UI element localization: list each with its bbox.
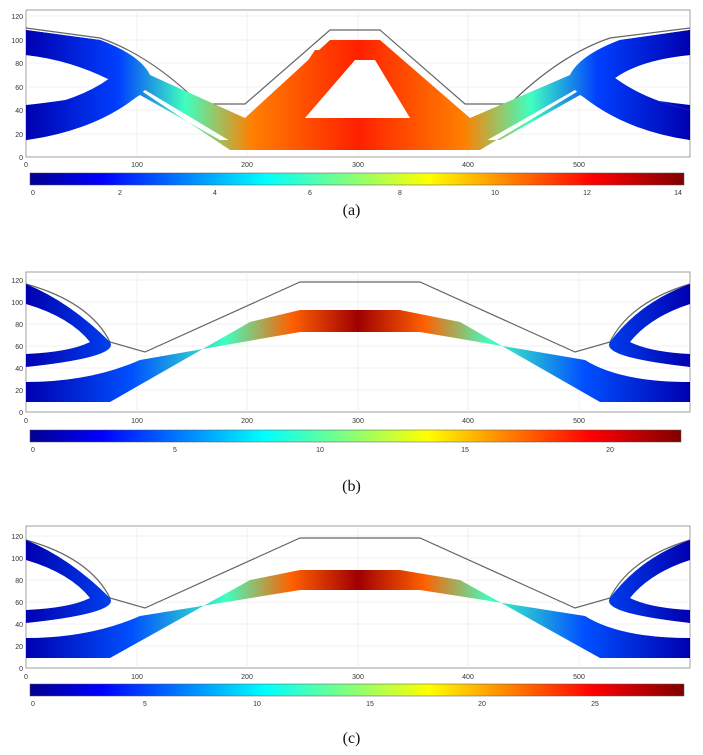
x-tick-label-c-0: 0 <box>24 674 28 681</box>
x-tick-label-b-2: 200 <box>241 418 253 425</box>
plot-b: 0 20 40 60 80 100 120 0 100 200 300 400 … <box>11 271 691 454</box>
colorbar-tick-a-4: 8 <box>398 190 402 195</box>
x-tick-labels-b: 0 100 200 300 400 500 <box>24 418 585 425</box>
x-tick-label-b-4: 400 <box>462 418 474 425</box>
x-tick-label-c-4: 400 <box>462 674 474 681</box>
structure-outline-b <box>25 281 691 353</box>
colorbar-tick-b-0: 0 <box>31 447 35 454</box>
colorbar-tick-c-5: 25 <box>591 701 599 708</box>
y-tick-labels-b: 0 20 40 60 80 100 120 <box>11 278 23 417</box>
colorbar-tick-labels-b: 0 5 10 15 20 <box>31 447 614 454</box>
y-tick-label-c-4: 80 <box>15 578 23 585</box>
colorbar-tick-b-1: 5 <box>173 447 177 454</box>
colorbar-b <box>29 429 682 443</box>
y-tick-label-c-6: 120 <box>11 534 23 541</box>
colorbar-tick-labels-c: 0 5 10 15 20 25 <box>31 701 599 708</box>
colorbar-tick-a-2: 4 <box>213 190 217 195</box>
x-tick-labels-c: 0 100 200 300 400 500 <box>24 674 585 681</box>
x-tick-label-a-0: 0 <box>24 162 28 169</box>
colorbar-tick-c-2: 10 <box>253 701 261 708</box>
x-tick-label-c-2: 200 <box>241 674 253 681</box>
y-tick-label-b-0: 0 <box>19 410 23 417</box>
y-tick-label-a-1: 20 <box>15 132 23 139</box>
x-tick-label-a-4: 400 <box>462 162 474 169</box>
structure-body-c <box>26 540 690 658</box>
x-tick-label-a-2: 200 <box>241 162 253 169</box>
panel-a: 0 20 40 60 80 100 120 0 100 200 300 400 … <box>0 0 703 230</box>
x-tick-label-a-5: 500 <box>573 162 585 169</box>
x-tick-label-b-0: 0 <box>24 418 28 425</box>
structure-outline-a <box>25 27 691 105</box>
x-tick-label-a-1: 100 <box>131 162 143 169</box>
plot-c: 0 20 40 60 80 100 120 0 100 200 300 400 … <box>11 525 691 708</box>
y-tick-label-c-3: 60 <box>15 600 23 607</box>
y-tick-label-b-5: 100 <box>11 300 23 307</box>
colorbar-tick-a-1: 2 <box>118 190 122 195</box>
structure-outline-c <box>25 537 691 609</box>
y-tick-label-b-4: 80 <box>15 322 23 329</box>
y-tick-label-a-3: 60 <box>15 85 23 92</box>
y-tick-label-c-2: 40 <box>15 622 23 629</box>
colorbar-tick-labels-a: 0 2 4 6 8 10 12 14 <box>31 190 682 197</box>
x-tick-label-b-1: 100 <box>131 418 143 425</box>
x-tick-label-c-3: 300 <box>352 674 364 681</box>
y-tick-label-b-6: 120 <box>11 278 23 285</box>
colorbar-tick-c-3: 15 <box>366 701 374 708</box>
y-tick-label-c-1: 20 <box>15 644 23 651</box>
y-tick-label-b-3: 60 <box>15 344 23 351</box>
caption-c: (c) <box>342 730 361 747</box>
y-tick-label-a-2: 40 <box>15 108 23 115</box>
y-tick-label-a-5: 100 <box>11 38 23 45</box>
structure-body-b <box>26 284 690 402</box>
caption-a: (a) <box>342 202 361 219</box>
colorbar-tick-c-1: 5 <box>143 701 147 708</box>
y-tick-label-c-0: 0 <box>19 666 23 673</box>
colorbar-tick-a-7: 14 <box>674 190 682 195</box>
colorbar-tick-c-0: 0 <box>31 701 35 708</box>
colorbar-tick-a-6: 12 <box>583 190 591 195</box>
y-tick-label-a-0: 0 <box>19 155 23 162</box>
x-tick-label-b-5: 500 <box>573 418 585 425</box>
colorbar-tick-a-0: 0 <box>31 190 35 195</box>
x-tick-label-c-5: 500 <box>573 674 585 681</box>
x-tick-labels-a: 0 100 200 300 400 500 <box>24 162 585 169</box>
colorbar-tick-b-3: 15 <box>461 447 469 454</box>
y-tick-label-b-2: 40 <box>15 366 23 373</box>
colorbar-tick-b-2: 10 <box>316 447 324 454</box>
y-tick-label-a-4: 80 <box>15 61 23 68</box>
colorbar-tick-b-4: 20 <box>606 447 614 454</box>
panel-b: 0 20 40 60 80 100 120 0 100 200 300 400 … <box>0 262 703 502</box>
colorbar-tick-a-5: 10 <box>491 190 499 195</box>
x-tick-label-a-3: 300 <box>352 162 364 169</box>
colorbar-a <box>29 172 685 186</box>
inner-void-a <box>305 60 410 118</box>
colorbar-tick-a-3: 6 <box>308 190 312 195</box>
y-tick-label-b-1: 20 <box>15 388 23 395</box>
colorbar-c <box>29 683 685 697</box>
y-tick-label-a-6: 120 <box>11 14 23 21</box>
y-tick-labels-c: 0 20 40 60 80 100 120 <box>11 534 23 673</box>
y-tick-labels-a: 0 20 40 60 80 100 120 <box>11 14 23 162</box>
panel-c: 0 20 40 60 80 100 120 0 100 200 300 400 … <box>0 518 703 755</box>
caption-b: (b) <box>342 478 361 495</box>
x-tick-label-b-3: 300 <box>352 418 364 425</box>
y-tick-label-c-5: 100 <box>11 556 23 563</box>
x-tick-label-c-1: 100 <box>131 674 143 681</box>
plot-a: 0 20 40 60 80 100 120 0 100 200 300 400 … <box>11 9 691 197</box>
colorbar-tick-c-4: 20 <box>478 701 486 708</box>
